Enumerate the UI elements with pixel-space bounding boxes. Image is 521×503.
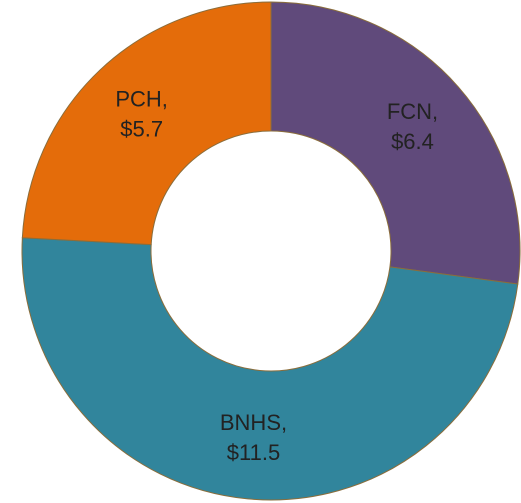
category-label: BNHS, xyxy=(220,410,287,435)
donut-slice xyxy=(21,1,272,246)
category-label: FCN, xyxy=(387,99,438,124)
donut-slice xyxy=(270,1,521,285)
donut-slice xyxy=(21,237,519,501)
category-label: PCH, xyxy=(115,86,168,111)
value-label: $11.5 xyxy=(227,440,280,465)
value-label: $5.7 xyxy=(120,116,163,141)
value-label: $6.4 xyxy=(391,129,434,154)
